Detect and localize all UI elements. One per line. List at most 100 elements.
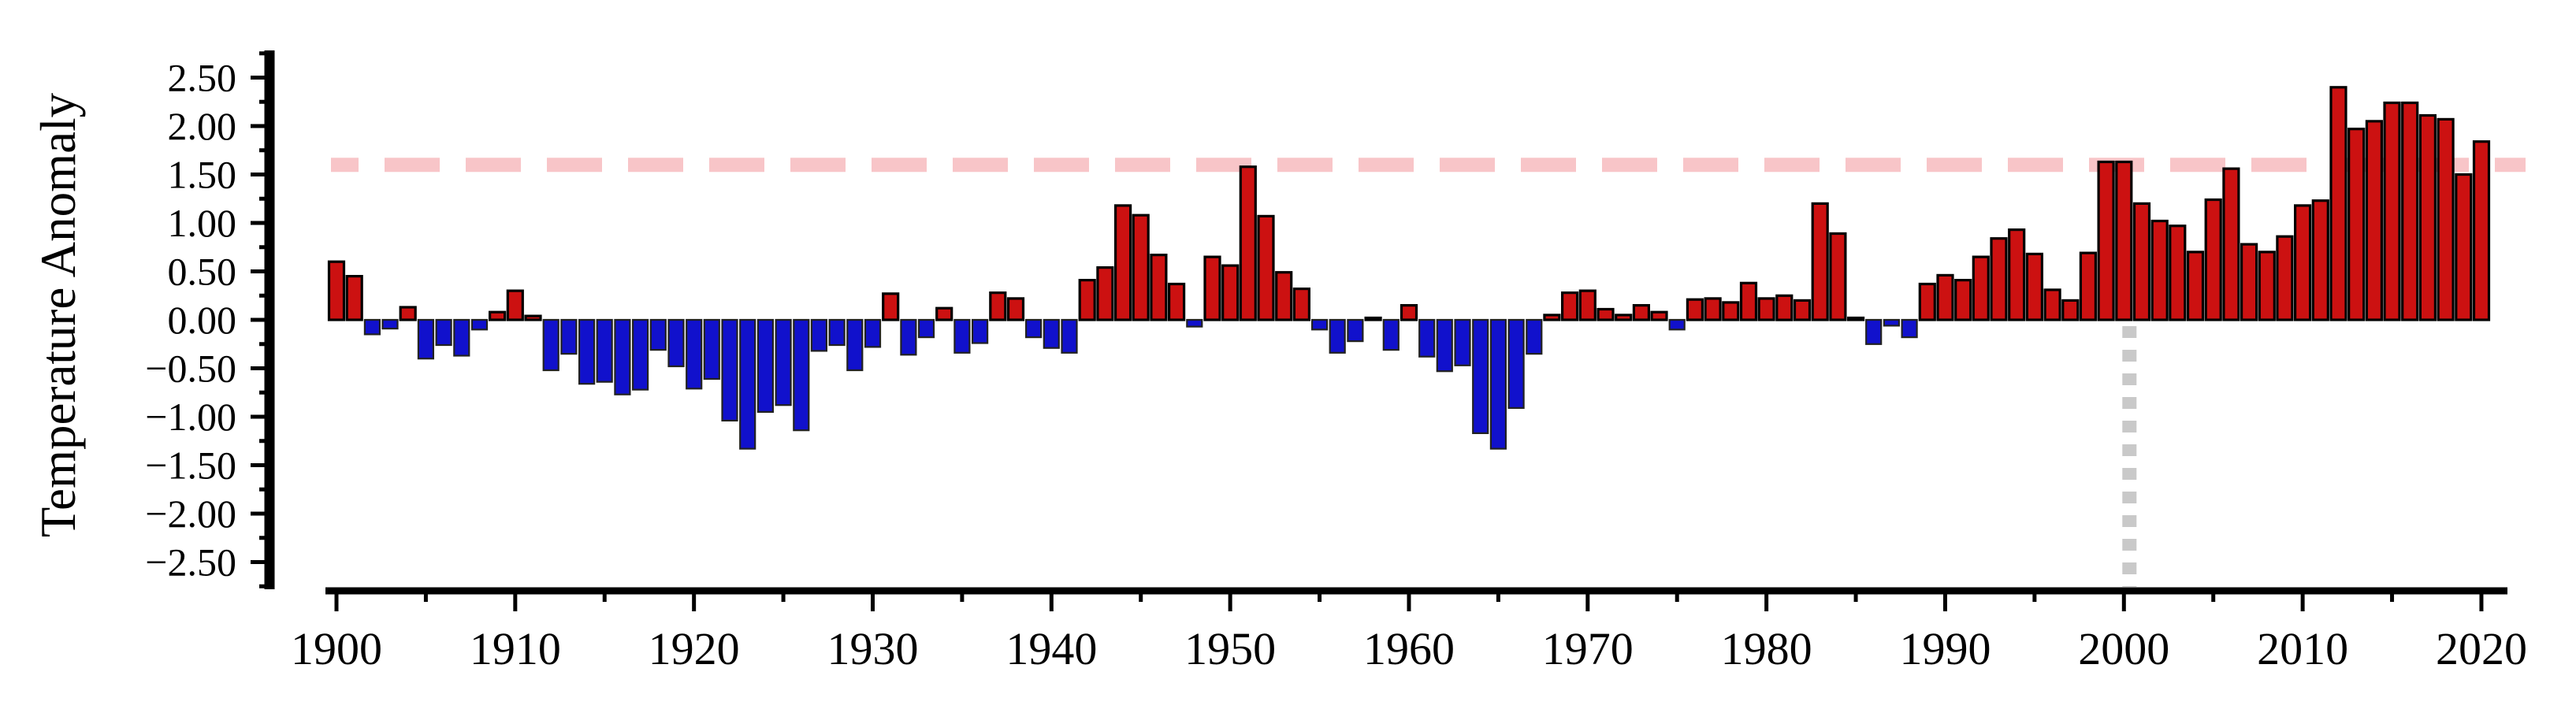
- bar-1951: [1239, 165, 1257, 321]
- bar-1917: [631, 318, 649, 391]
- bar-1984: [1829, 232, 1847, 321]
- bar-2009: [2276, 235, 2294, 321]
- bar-2007: [2240, 243, 2258, 321]
- bar-1994: [2008, 228, 2026, 321]
- bar-1941: [1061, 318, 1078, 354]
- bar-1911: [524, 314, 542, 321]
- bar-1921: [703, 318, 720, 380]
- bar-1976: [1686, 298, 1704, 321]
- bar-1935: [953, 318, 971, 354]
- bar-1977: [1704, 297, 1722, 321]
- y-axis-title: Temperature Anomaly: [31, 92, 86, 537]
- bar-1936: [971, 318, 989, 344]
- bar-1986: [1865, 318, 1883, 345]
- bar-1930: [864, 318, 882, 348]
- x-tick-label: 2010: [2257, 623, 2348, 674]
- bar-2019: [2455, 173, 2473, 321]
- x-tick-label: 1940: [1005, 623, 1097, 674]
- bar-1997: [2061, 299, 2080, 321]
- bar-1934: [935, 306, 953, 321]
- bar-2002: [2150, 219, 2169, 321]
- y-tick-label: −1.50: [145, 444, 236, 488]
- bar-1975: [1668, 318, 1686, 331]
- y-tick-label: −2.50: [145, 540, 236, 585]
- bar-1996: [2043, 288, 2061, 321]
- bar-1931: [882, 292, 900, 321]
- bar-1915: [596, 318, 613, 383]
- bar-1961: [1418, 318, 1436, 358]
- bar-1972: [1615, 314, 1633, 321]
- bar-1978: [1722, 301, 1740, 321]
- bar-1904: [399, 306, 417, 321]
- bar-1947: [1167, 282, 1186, 321]
- bar-1919: [667, 318, 685, 368]
- bar-1909: [488, 310, 507, 321]
- bar-2013: [2347, 128, 2366, 321]
- bar-1914: [578, 318, 596, 385]
- bar-1992: [1972, 255, 1990, 321]
- bar-1946: [1150, 254, 1168, 321]
- bar-1964: [1472, 318, 1489, 434]
- bar-1952: [1257, 214, 1275, 321]
- bar-1908: [470, 318, 489, 331]
- bar-1938: [1006, 297, 1025, 321]
- bar-1903: [381, 318, 399, 330]
- y-tick-label: 0.50: [168, 250, 237, 294]
- bar-2005: [2204, 198, 2222, 321]
- y-tick-label: −2.00: [145, 492, 236, 536]
- bar-1989: [1918, 282, 1936, 321]
- bar-1985: [1847, 316, 1865, 321]
- x-tick-label: 1930: [827, 623, 918, 674]
- bar-2003: [2169, 225, 2187, 321]
- bar-1990: [1936, 273, 1954, 321]
- bar-1907: [453, 318, 470, 357]
- y-tick-label: −1.00: [145, 395, 236, 439]
- bar-2012: [2329, 86, 2347, 321]
- x-tick-label: 1920: [649, 623, 740, 674]
- bar-1988: [1901, 318, 1918, 339]
- bar-1945: [1132, 213, 1150, 321]
- bar-1906: [435, 318, 452, 347]
- bar-2008: [2258, 251, 2276, 321]
- bar-1929: [846, 318, 864, 372]
- bar-1980: [1757, 297, 1775, 321]
- bar-1958: [1364, 316, 1382, 321]
- bar-1998: [2079, 251, 2097, 321]
- bar-1918: [649, 318, 667, 351]
- bar-2011: [2311, 199, 2329, 321]
- bar-1983: [1811, 202, 1829, 321]
- bar-1981: [1775, 294, 1794, 321]
- y-tick-label: 1.00: [168, 201, 237, 245]
- bar-1927: [810, 318, 828, 352]
- y-tick-label: 0.00: [168, 298, 237, 342]
- x-tick-label: 2020: [2436, 623, 2527, 674]
- bar-1953: [1275, 271, 1293, 321]
- bar-1993: [1990, 237, 2008, 321]
- bar-1942: [1078, 279, 1096, 321]
- bar-1937: [989, 291, 1007, 321]
- bar-1950: [1221, 264, 1240, 321]
- bar-1901: [345, 275, 363, 321]
- bar-2018: [2437, 117, 2455, 321]
- bar-1923: [739, 318, 756, 450]
- bar-1916: [614, 318, 631, 395]
- bar-2017: [2418, 113, 2437, 321]
- x-tick-label: 2000: [2078, 623, 2169, 674]
- y-tick-label: 1.50: [168, 153, 237, 197]
- bar-1966: [1507, 318, 1525, 410]
- x-tick-label: 1950: [1184, 623, 1276, 674]
- bar-2016: [2401, 101, 2419, 321]
- bar-1905: [417, 318, 435, 360]
- bar-1900: [327, 260, 346, 321]
- bar-1933: [917, 318, 935, 339]
- bar-1999: [2097, 160, 2115, 321]
- bar-1913: [560, 318, 578, 355]
- bar-1955: [1310, 318, 1329, 331]
- x-tick-label: 1970: [1542, 623, 1634, 674]
- y-tick-label: 2.50: [168, 56, 237, 100]
- bar-1940: [1043, 318, 1060, 349]
- bar-1974: [1650, 310, 1668, 321]
- bar-1943: [1096, 266, 1114, 321]
